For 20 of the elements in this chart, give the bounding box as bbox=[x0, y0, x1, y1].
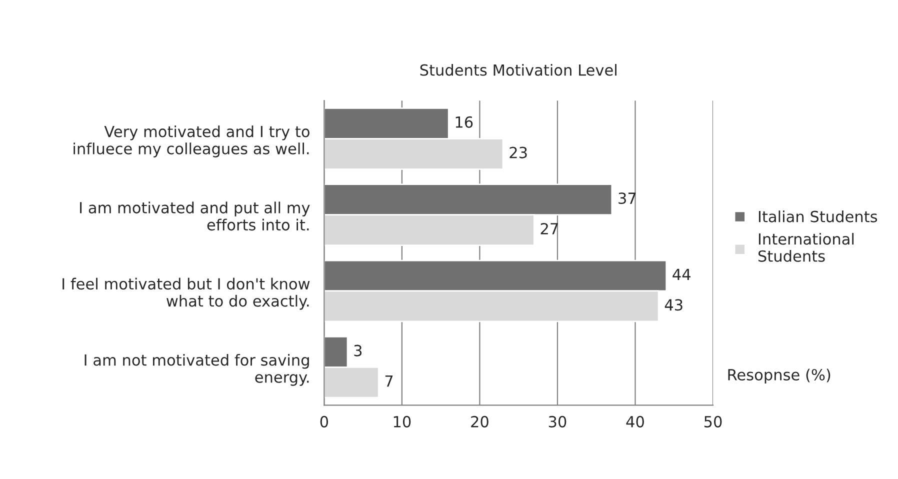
x-tick-label: 50 bbox=[704, 416, 722, 428]
data-label: 7 bbox=[385, 375, 393, 387]
x-tick-label: 10 bbox=[394, 416, 411, 428]
chart-title: Students Motivation Level bbox=[420, 64, 616, 76]
legend-label: International Students bbox=[758, 232, 854, 262]
data-label: 43 bbox=[664, 299, 682, 311]
data-label: 3 bbox=[354, 344, 362, 356]
x-tick-label: 20 bbox=[471, 416, 488, 428]
data-label: 23 bbox=[510, 146, 527, 158]
x-tick-label: 30 bbox=[548, 416, 566, 428]
data-label: 16 bbox=[456, 116, 473, 128]
y-tick-label: Very motivated and I try to influece my colleagues as well. bbox=[74, 125, 310, 158]
data-label: 44 bbox=[672, 268, 690, 280]
x-axis-title: Resopnse (%) bbox=[728, 368, 830, 384]
y-tick-label: I am not motivated for saving energy. bbox=[84, 354, 309, 386]
legend-label: Italian Students bbox=[758, 210, 878, 222]
x-tick-label: 40 bbox=[626, 416, 644, 428]
x-tick-label: 0 bbox=[320, 416, 328, 428]
y-tick-label: I feel motivated but I don't know what to do exactly. bbox=[62, 278, 310, 310]
y-tick-label: I am motivated and put all my efforts into it. bbox=[80, 202, 310, 231]
